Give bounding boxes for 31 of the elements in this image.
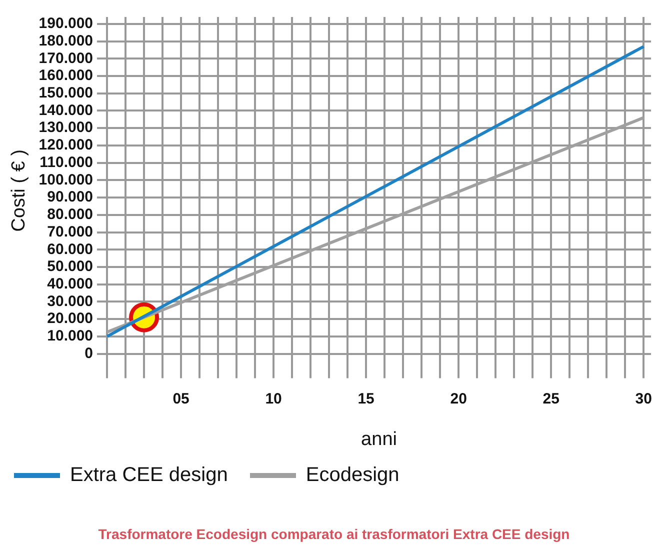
x-tick-label: 25 xyxy=(542,390,560,408)
x-tick-label: 05 xyxy=(172,390,190,408)
y-tick-label: 110.000 xyxy=(40,154,94,171)
x-tick-label: 10 xyxy=(265,390,282,408)
y-tick-label: 150.000 xyxy=(38,84,94,102)
y-axis-title: Costi ( € ) xyxy=(8,149,30,232)
y-tick-label: 60.000 xyxy=(47,240,94,258)
y-tick-label: 30.000 xyxy=(47,292,94,310)
y-tick-label: 130.000 xyxy=(38,119,94,136)
y-tick-label: 190.000 xyxy=(38,15,94,32)
y-tick-label: 90.000 xyxy=(47,188,94,206)
y-tick-label: 120.000 xyxy=(38,136,94,154)
y-tick-label: 40.000 xyxy=(47,275,94,292)
y-tick-label: 80.000 xyxy=(47,206,94,224)
y-tick-label: 160.000 xyxy=(38,67,94,84)
x-tick-label: 15 xyxy=(358,390,374,408)
text: Trasformatore Ecodesign comparato ai trasformatori Extra CEE design xyxy=(97,526,571,542)
y-tick-label: 180.000 xyxy=(38,32,94,50)
y-tick-label: 100.000 xyxy=(38,171,94,188)
legend-label: Extra CEE design xyxy=(69,464,228,487)
x-tick-label: 20 xyxy=(450,390,467,408)
y-tick-label: 70.000 xyxy=(47,223,94,240)
y-tick-label: 20.000 xyxy=(47,310,94,328)
y-tick-label: 140.000 xyxy=(38,102,94,119)
x-tick-label: 30 xyxy=(635,390,652,408)
y-tick-label: 170.000 xyxy=(38,50,94,67)
legend-label: Ecodesign xyxy=(304,464,400,487)
y-tick-label: 50.000 xyxy=(47,258,94,276)
y-tick-label: 10.000 xyxy=(47,328,94,345)
y-tick-label: 0 xyxy=(84,344,94,362)
x-axis-title: anni xyxy=(361,428,397,450)
